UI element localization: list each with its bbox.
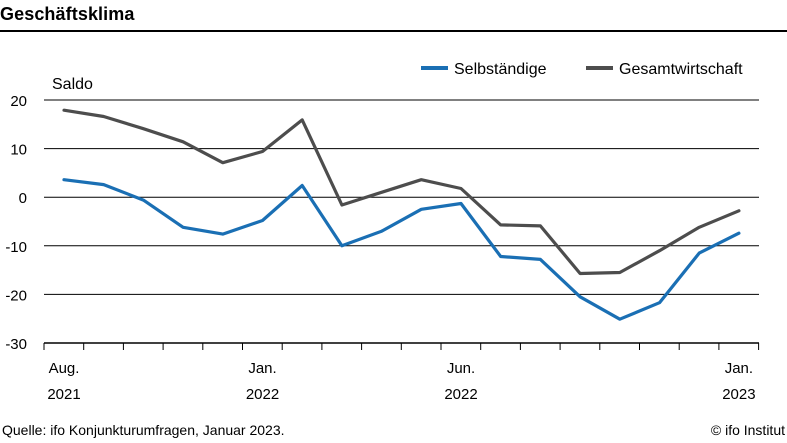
y-tick-label: 0	[19, 190, 27, 207]
x-tick-label-year: 2022	[246, 386, 279, 403]
x-tick-label-year: 2021	[47, 386, 80, 403]
source-note: Quelle: ifo Konjunkturumfragen, Januar 2…	[2, 422, 285, 438]
series-lines	[62, 108, 741, 321]
x-tick-label-year: 2022	[444, 386, 477, 403]
series-line-selbständige	[62, 178, 741, 321]
x-tick-label-month: Aug.	[49, 360, 80, 377]
x-tick-label-month: Jun.	[447, 360, 475, 377]
y-tick-labels: 20 10 0 -10 -20 -30	[5, 93, 27, 353]
chart-title: Geschäftsklima	[0, 4, 135, 24]
x-tick-label-year: 2023	[722, 386, 755, 403]
y-tick-label: -20	[5, 287, 27, 304]
y-tick-label: 10	[10, 142, 27, 159]
y-tick-label: -10	[5, 239, 27, 256]
series-line-gesamtwirtschaft	[62, 108, 741, 276]
legend-label: Gesamtwirtschaft	[619, 61, 743, 78]
grid-lines	[44, 99, 759, 295]
legend: Selbständige Gesamtwirtschaft	[421, 61, 743, 78]
x-tick-label-month: Jan.	[725, 360, 753, 377]
y-axis-label: Saldo	[52, 76, 93, 93]
line-chart: Aug. 2021 Jan. 2022 Jun. 2022 Jan. 2023 20 10 0 -1…	[5, 61, 760, 403]
copyright-note: © ifo Institut	[710, 422, 785, 438]
x-tick-label-month: Jan.	[248, 360, 276, 377]
y-tick-label: 20	[10, 93, 27, 110]
legend-label: Selbständige	[454, 61, 547, 78]
title-divider	[0, 30, 787, 32]
x-axis: Aug. 2021 Jan. 2022 Jun. 2022 Jan. 2023	[43, 342, 760, 403]
y-tick-label: -30	[5, 336, 27, 353]
